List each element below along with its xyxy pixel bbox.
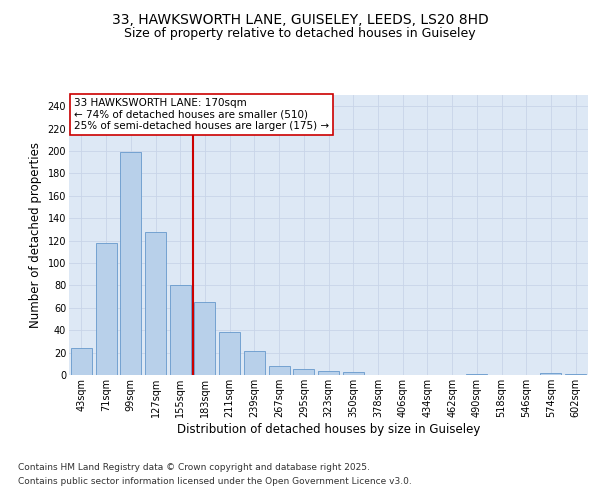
Bar <box>293 370 314 375</box>
Bar <box>244 352 265 375</box>
Text: Contains public sector information licensed under the Open Government Licence v3: Contains public sector information licen… <box>18 477 412 486</box>
Bar <box>269 366 290 375</box>
Bar <box>219 332 240 375</box>
Bar <box>71 348 92 375</box>
Bar <box>466 374 487 375</box>
Bar <box>343 372 364 375</box>
Text: 33, HAWKSWORTH LANE, GUISELEY, LEEDS, LS20 8HD: 33, HAWKSWORTH LANE, GUISELEY, LEEDS, LS… <box>112 12 488 26</box>
Bar <box>541 373 562 375</box>
Text: Size of property relative to detached houses in Guiseley: Size of property relative to detached ho… <box>124 28 476 40</box>
Bar <box>170 286 191 375</box>
Bar <box>95 243 116 375</box>
X-axis label: Distribution of detached houses by size in Guiseley: Distribution of detached houses by size … <box>177 422 480 436</box>
Bar <box>565 374 586 375</box>
Bar <box>194 302 215 375</box>
Bar <box>145 232 166 375</box>
Text: Contains HM Land Registry data © Crown copyright and database right 2025.: Contains HM Land Registry data © Crown c… <box>18 464 370 472</box>
Bar <box>318 370 339 375</box>
Y-axis label: Number of detached properties: Number of detached properties <box>29 142 42 328</box>
Bar <box>120 152 141 375</box>
Text: 33 HAWKSWORTH LANE: 170sqm
← 74% of detached houses are smaller (510)
25% of sem: 33 HAWKSWORTH LANE: 170sqm ← 74% of deta… <box>74 98 329 131</box>
